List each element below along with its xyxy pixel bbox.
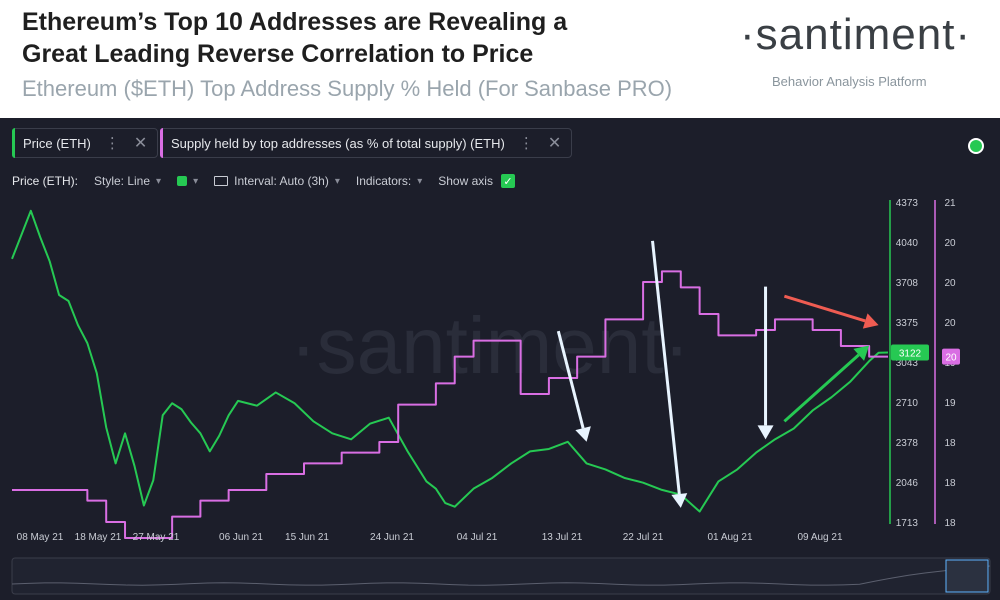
close-icon[interactable]: ✕ <box>547 135 562 152</box>
x-axis-tick-label: 06 Jun 21 <box>219 532 263 543</box>
annotation-arrow <box>651 240 681 495</box>
metric-chip-supply[interactable]: Supply held by top addresses (as % of to… <box>160 128 573 158</box>
x-axis-tick-label: 24 Jun 21 <box>370 532 414 543</box>
more-vertical-icon[interactable]: ⋮ <box>104 135 120 152</box>
show-axis-label: Show axis <box>438 174 493 188</box>
timeline-navigator <box>11 557 991 595</box>
calendar-icon <box>214 176 229 186</box>
price-supply-chart[interactable]: ·santiment· 4373 4040 3708 3375 3043 2710 2378… <box>0 118 1000 600</box>
y-axis-tick-label-price: 1713 <box>896 518 919 529</box>
annotation-arrow <box>783 353 860 423</box>
y-axis-tick-label-price: 3708 <box>896 278 919 289</box>
y-axis-tick-label-price: 2378 <box>896 438 919 449</box>
current-supply-badge <box>942 348 960 365</box>
x-axis-tick-label: 01 Aug 21 <box>707 532 752 543</box>
price-line <box>11 209 889 513</box>
metric-color-bar <box>12 128 15 158</box>
y-axis-tick-label-supply: 20 <box>944 278 956 289</box>
y-axis-tick-label-supply: 20 <box>944 318 956 329</box>
interval-dropdown-label: Interval: Auto (3h) <box>234 174 329 188</box>
checkbox-checked-icon[interactable]: ✓ <box>500 174 515 188</box>
current-supply-label: 20 <box>945 353 957 364</box>
tagline: Behavior Analysis Platform <box>772 74 927 89</box>
annotation-arrow <box>783 294 866 323</box>
navigator-selection-window <box>945 559 989 593</box>
metric-label: Supply held by top addresses (as % of to… <box>171 135 505 151</box>
headline-line-1: Ethereum’s Top 10 Addresses are Revealin… <box>22 8 568 36</box>
chart-panel: Price (ETH) ⋮ ✕ Supply held by top addre… <box>0 118 1000 600</box>
annotation-arrowhead <box>575 426 591 442</box>
annotation-arrowhead <box>862 313 879 329</box>
y-axis-tick-label-price: 2710 <box>896 398 919 409</box>
y-axis-tick-label-price: 3375 <box>896 318 919 329</box>
interval-dropdown[interactable]: Interval: Auto (3h) ▾ <box>214 174 340 188</box>
watermark: ·santiment· <box>290 301 690 390</box>
annotation-arrowhead <box>853 345 870 361</box>
y-axis-tick-label-price: 4373 <box>896 198 919 209</box>
chevron-down-icon: ▾ <box>417 175 423 187</box>
color-picker[interactable]: ▾ <box>177 176 198 187</box>
color-swatch <box>177 176 188 186</box>
header: Ethereum’s Top 10 Addresses are Revealin… <box>0 0 1000 118</box>
y-axis-tick-label-supply: 19 <box>944 398 956 409</box>
indicators-label: Indicators: <box>355 174 412 188</box>
santiment-logo: ·santiment· <box>740 10 972 59</box>
y-axis-tick-label-supply: 20 <box>944 238 956 249</box>
chart-toolbar: Price (ETH): Style: Line ▾ ▾ Interval: A… <box>12 172 531 190</box>
x-axis-tick-label: 13 Jul 21 <box>542 532 583 543</box>
x-axis-tick-label: 08 May 21 <box>17 532 64 543</box>
headline-line-2: Great Leading Reverse Correlation to Pri… <box>22 40 534 68</box>
chevron-down-icon: ▾ <box>334 175 340 187</box>
annotation-arrow <box>556 330 585 429</box>
headline: Ethereum’s Top 10 Addresses are Revealin… <box>22 6 567 70</box>
y-axis-tick-label-price: 3043 <box>896 358 919 369</box>
current-price-badge <box>891 344 929 361</box>
current-price-label: 3122 <box>899 348 922 359</box>
chevron-down-icon: ▾ <box>156 175 162 187</box>
annotation-arrowhead <box>757 425 774 440</box>
annotation-arrowhead <box>671 493 688 508</box>
x-axis-tick-label: 09 Aug 21 <box>797 532 842 543</box>
style-dropdown[interactable]: Style: Line ▾ <box>94 174 161 188</box>
toolbar-metric-label: Price (ETH): <box>12 174 78 188</box>
more-vertical-icon[interactable]: ⋮ <box>518 135 534 152</box>
supply-line <box>12 270 888 539</box>
metric-chip-price[interactable]: Price (ETH) ⋮ ✕ <box>12 128 159 158</box>
x-axis-tick-label: 04 Jul 21 <box>457 532 498 543</box>
x-axis-tick-label: 27 May 21 <box>133 532 180 543</box>
x-axis-tick-label: 18 May 21 <box>75 532 122 543</box>
close-icon[interactable]: ✕ <box>133 135 148 152</box>
indicators-dropdown[interactable]: Indicators: ▾ <box>356 174 422 188</box>
subtitle: Ethereum ($ETH) Top Address Supply % Hel… <box>22 76 673 101</box>
x-axis-tick-label: 22 Jul 21 <box>623 532 664 543</box>
y-axis-tick-label-price: 4040 <box>896 238 919 249</box>
y-axis-tick-label-supply: 18 <box>944 438 956 449</box>
metric-label: Price (ETH) <box>23 135 91 151</box>
chevron-down-icon: ▾ <box>193 175 199 187</box>
show-axis-toggle[interactable]: Show axis ✓ <box>438 174 515 188</box>
live-status-indicator <box>970 140 982 152</box>
style-dropdown-label: Style: Line <box>94 174 151 188</box>
y-axis-tick-label-price: 2046 <box>896 478 919 489</box>
y-axis-tick-label-supply: 21 <box>944 198 956 209</box>
y-axis-tick-label-supply: 18 <box>944 518 956 529</box>
x-axis-tick-label: 15 Jun 21 <box>285 532 329 543</box>
metric-color-bar <box>160 128 163 158</box>
navigator-overview-line <box>11 565 991 586</box>
y-axis-tick-label-supply: 18 <box>944 478 956 489</box>
